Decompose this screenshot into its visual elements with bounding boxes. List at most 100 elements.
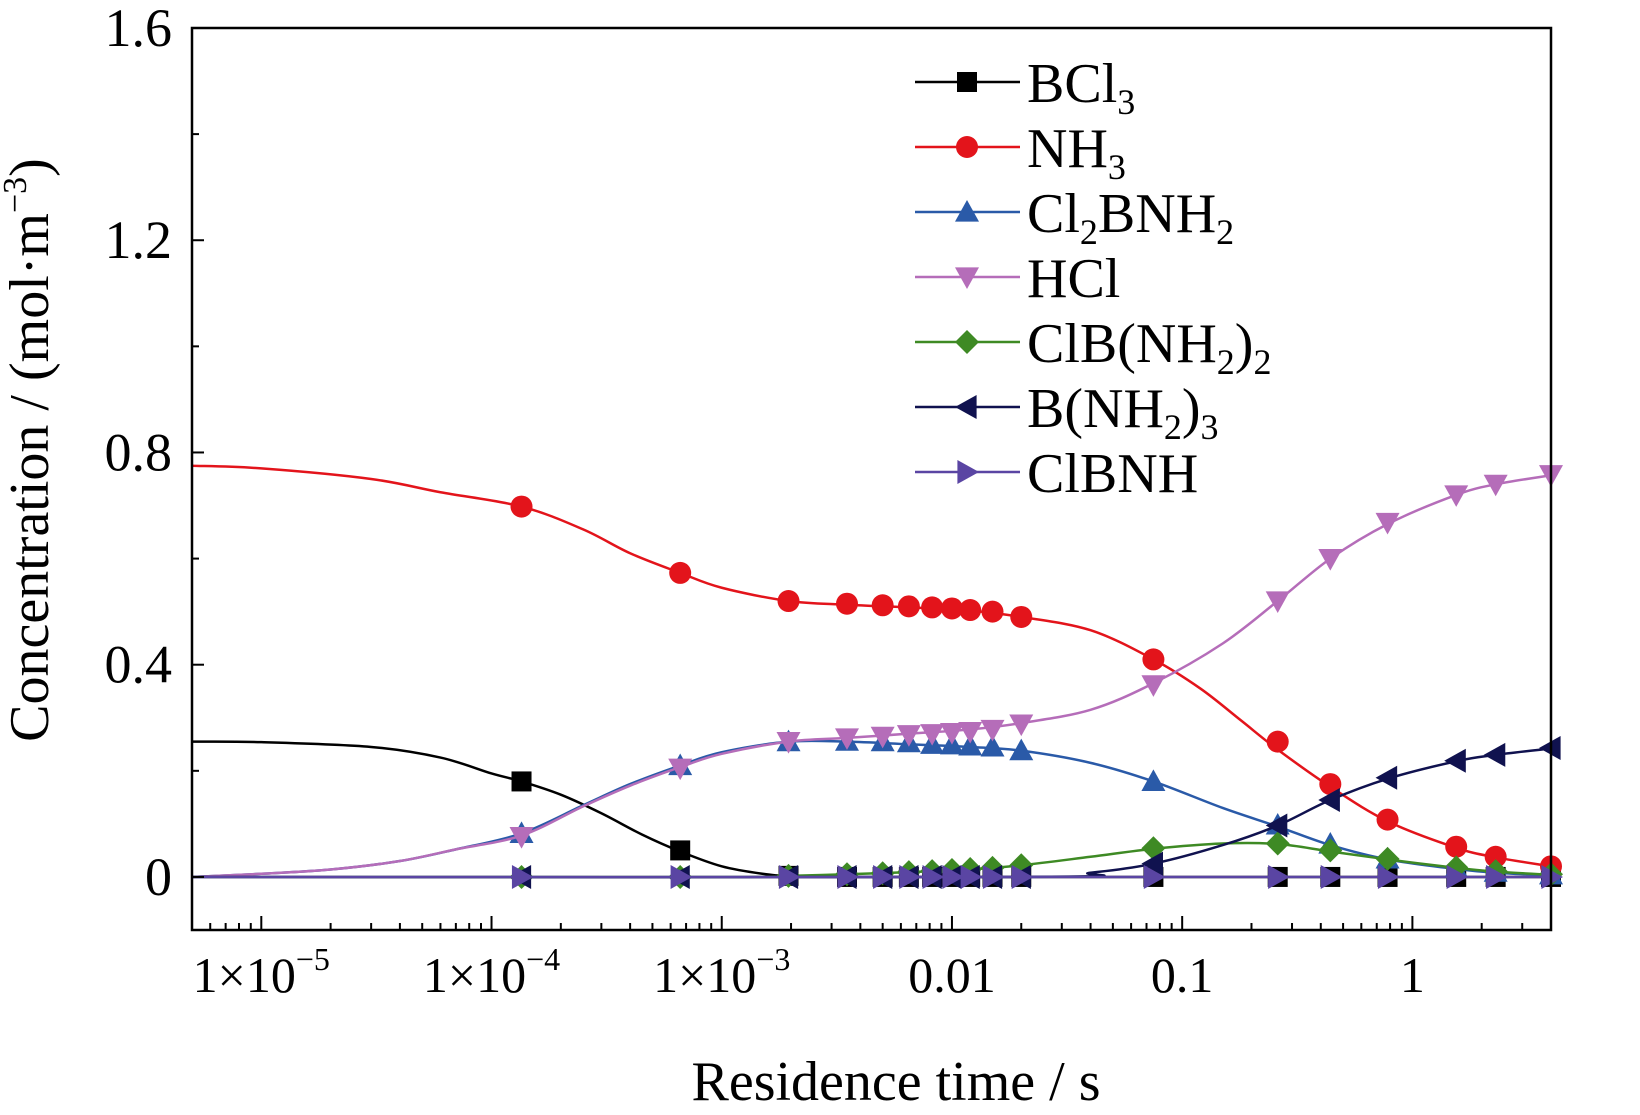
legend-label-part: Cl xyxy=(1027,183,1080,245)
series-b-nh2-3-marker xyxy=(1483,742,1506,767)
series-b-nh2-3-marker xyxy=(1141,851,1164,876)
series-clb-nh2-2-marker xyxy=(1375,846,1400,871)
series-hcl-marker xyxy=(1265,591,1290,614)
x-tick-label: 0.1 xyxy=(1151,947,1214,1003)
x-tick-label-base: 1×10 xyxy=(423,947,526,1003)
legend-clb-nh2-2: ClB(NH2​)2​ xyxy=(915,313,1271,382)
series-clbnh-marker xyxy=(922,864,945,889)
series-nh3-marker xyxy=(871,594,894,617)
series-clb-nh2-2-marker xyxy=(1265,831,1290,856)
legend-label-part: ClBNH xyxy=(1027,443,1198,505)
legend-bcl3-marker xyxy=(957,72,977,92)
series-nh3-marker xyxy=(1484,845,1507,868)
series-hcl-marker xyxy=(1375,512,1400,535)
legend-label-part: 3 xyxy=(1201,407,1219,447)
x-tick-label-base: 1×10 xyxy=(653,947,756,1003)
y-tick-label: 1.6 xyxy=(105,0,173,58)
series-nh3-marker xyxy=(510,495,533,518)
x-tick-label-exponent: −4 xyxy=(526,941,560,977)
legend-label-part: ClB(NH xyxy=(1027,313,1217,375)
x-tick-label-base: 0.01 xyxy=(908,947,996,1003)
legend-b-nh2-3: B(NH2​)3​ xyxy=(915,378,1219,447)
series-clbnh-marker xyxy=(942,864,964,889)
series-clbnh-marker xyxy=(1377,864,1400,889)
series-hcl-marker xyxy=(509,827,534,849)
series-bcl3-marker xyxy=(670,840,691,861)
series-nh3-marker xyxy=(1319,773,1342,796)
series-clbnh-marker xyxy=(511,864,534,889)
series-hcl-marker xyxy=(1483,474,1508,497)
series-nh3-line xyxy=(191,464,1552,868)
series-nh3-marker xyxy=(940,597,963,620)
series-nh3-marker xyxy=(669,561,692,584)
y-axis-label: Concentration / (mol·m−3) xyxy=(0,158,61,742)
series-hcl-marker xyxy=(776,732,801,754)
legend-nh3-label: NH3​ xyxy=(1027,118,1126,187)
series-b-nh2-3 xyxy=(191,736,1561,889)
series-cl2bnh2-marker xyxy=(980,734,1005,757)
plot-frame xyxy=(190,26,1553,932)
series-cl2bnh2-marker xyxy=(958,733,983,756)
y-axis-label-exponent: −3 xyxy=(0,177,34,213)
series-clbnh-marker xyxy=(1143,864,1166,889)
series-hcl-marker xyxy=(896,725,921,747)
legend-label-part: 3 xyxy=(1108,147,1126,187)
legend-label-part: NH xyxy=(1027,118,1108,180)
legend-clbnh-label: ClBNH xyxy=(1027,443,1198,505)
series-hcl-marker xyxy=(958,721,983,744)
series-b-nh2-3-marker xyxy=(1265,813,1288,838)
y-axis-label-main: Concentration / (mol·m xyxy=(0,213,61,742)
legend-label-part: B(NH xyxy=(1027,378,1164,440)
series-nh3-marker xyxy=(1266,730,1289,753)
legend-label-part: 2 xyxy=(1217,342,1235,382)
y-tick-label: 0.4 xyxy=(105,635,173,695)
series-b-nh2-3-marker xyxy=(1318,788,1340,813)
series-clbnh xyxy=(192,864,1563,889)
legend-clb-nh2-2-marker xyxy=(955,330,979,354)
legend-label-part: 2 xyxy=(1164,407,1182,447)
legend-label-part: ) xyxy=(1235,313,1254,375)
series-nh3-marker xyxy=(897,595,920,618)
series-clb-nh2-2-marker xyxy=(1318,838,1343,863)
legend-b-nh2-3-marker xyxy=(955,395,977,419)
legend-clb-nh2-2-label: ClB(NH2​)2​ xyxy=(1027,313,1271,382)
legend-hcl-marker xyxy=(955,267,979,289)
series-hcl-marker xyxy=(920,724,945,746)
y-tick-label: 1.2 xyxy=(105,210,173,270)
x-tick-label-base: 1 xyxy=(1400,947,1425,1003)
series-bcl3 xyxy=(191,740,1561,887)
legend-label-part: 2 xyxy=(1253,342,1271,382)
legend-nh3: NH3​ xyxy=(915,118,1126,187)
series-clbnh-marker xyxy=(670,864,693,889)
axes: 00.40.81.21.61×10−5 1×10−4 1×10−3 0.01 0.1 1 xyxy=(105,0,1552,1003)
x-tick-label: 1×10−5 xyxy=(193,941,330,1003)
plot-area xyxy=(191,464,1563,889)
legend-hcl: HCl xyxy=(915,248,1120,310)
x-tick-label: 1 xyxy=(1400,947,1425,1003)
series-clbnh-marker xyxy=(1011,864,1034,889)
x-axis-label: Residence time / s xyxy=(691,1051,1100,1113)
legend-clbnh-marker xyxy=(957,460,979,484)
series-nh3-marker xyxy=(1010,605,1033,628)
legend-label-part: BNH xyxy=(1098,183,1216,245)
series-b-nh2-3-marker xyxy=(1375,765,1398,790)
series-hcl-marker xyxy=(834,728,859,750)
legend-cl2bnh2: Cl2​BNH2​ xyxy=(915,183,1234,252)
legend-bcl3-label: BCl3​ xyxy=(1027,53,1135,122)
series-bcl3-marker xyxy=(511,771,532,792)
series-hcl xyxy=(191,465,1563,879)
series-hcl-marker xyxy=(1318,548,1343,571)
series-nh3 xyxy=(191,464,1562,878)
series-bcl3-line xyxy=(191,740,1552,879)
series-nh3-marker xyxy=(1376,808,1399,831)
series-cl2bnh2-line xyxy=(191,739,1552,879)
legend-label-part: 3 xyxy=(1117,82,1135,122)
legend-b-nh2-3-label: B(NH2​)3​ xyxy=(1027,378,1219,447)
series-clbnh-marker xyxy=(1486,864,1508,889)
x-tick-label: 0.01 xyxy=(908,947,996,1003)
series-clbnh-marker xyxy=(960,864,983,889)
legend: BCl3​NH3​Cl2​BNH2​HClClB(NH2​)2​B(NH2​)3… xyxy=(915,53,1271,505)
series-clbnh-marker xyxy=(1268,864,1290,889)
series-clbnh-marker xyxy=(1320,864,1343,889)
series-hcl-line xyxy=(191,474,1552,879)
